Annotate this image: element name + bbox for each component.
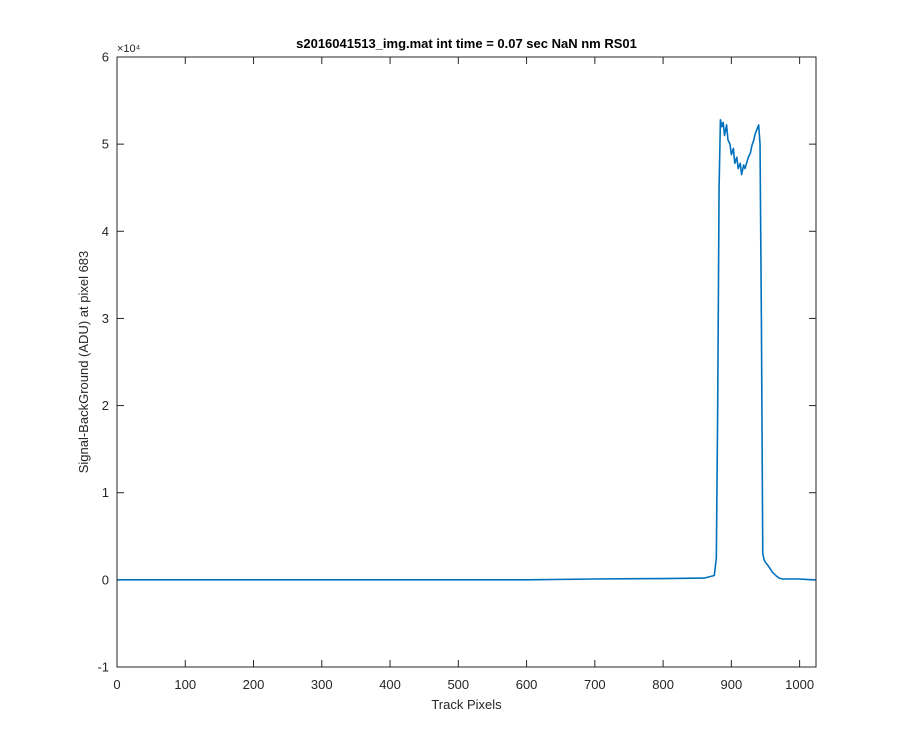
plot-border: [116, 56, 817, 668]
x-tick-label: 1000: [785, 677, 814, 692]
x-tick-label: 0: [113, 677, 120, 692]
x-tick-label: 400: [379, 677, 401, 692]
x-axis-label: Track Pixels: [431, 697, 502, 712]
ticks-layer: [116, 56, 816, 668]
y-axis-label: Signal-BackGround (ADU) at pixel 683: [76, 251, 91, 474]
y-tick-label: 0: [102, 572, 109, 587]
y-tick-label: 6: [102, 50, 109, 65]
y-axis-exponent: ×10⁴: [117, 43, 141, 55]
x-tick-label: 700: [584, 677, 606, 692]
x-tick-label: 100: [174, 677, 196, 692]
x-tick-label: 800: [652, 677, 674, 692]
chart-title: s2016041513_img.mat int time = 0.07 sec …: [296, 36, 637, 51]
x-tick-label: 900: [721, 677, 743, 692]
x-tick-label: 600: [516, 677, 538, 692]
y-tick-label: 3: [102, 311, 109, 326]
labels-layer: 0 100 200 300 400 500 600 700 800 900 1000 -1 0 1 2 3 4 5…: [97, 50, 814, 693]
y-tick-label: 4: [102, 224, 109, 239]
x-tick-label: 500: [447, 677, 469, 692]
series-line: [117, 118, 816, 581]
plot-area: [117, 57, 816, 667]
y-tick-label: 1: [102, 485, 109, 500]
series-layer: [117, 118, 816, 581]
x-tick-label: 200: [243, 677, 265, 692]
y-tick-label: 2: [102, 398, 109, 413]
x-tick-label: 300: [311, 677, 333, 692]
y-tick-label: -1: [97, 660, 109, 675]
y-tick-label: 5: [102, 137, 109, 152]
